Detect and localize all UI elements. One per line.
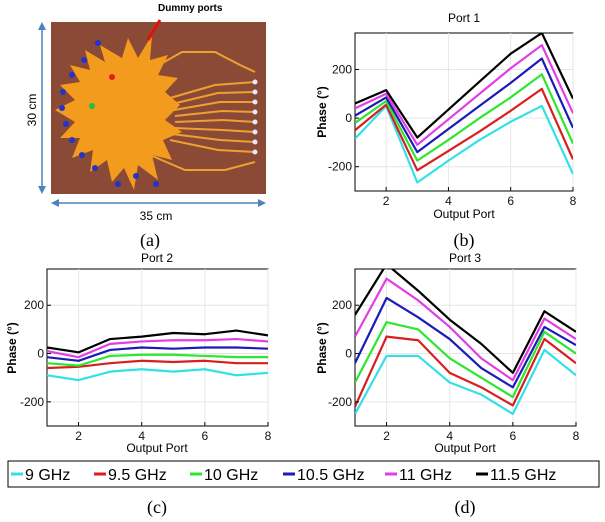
series-line-11-5-ghz bbox=[47, 329, 268, 354]
legend-box bbox=[7, 460, 600, 488]
caption-a: (a) bbox=[140, 230, 160, 251]
series-line-10-5-ghz bbox=[355, 57, 573, 154]
y-tick-label: 0 bbox=[345, 347, 352, 361]
width-label: 35 cm bbox=[140, 209, 173, 223]
y-tick-label: 0 bbox=[37, 347, 44, 361]
chart-d-plot-area bbox=[354, 268, 577, 427]
series-line-10-5-ghz bbox=[355, 296, 576, 389]
series-line-9-5-ghz bbox=[47, 359, 268, 370]
y-tick-label: -200 bbox=[328, 160, 352, 174]
chart-b-title: Port 1 bbox=[448, 11, 480, 25]
dummy-ports-label: Dummy ports bbox=[158, 3, 223, 14]
chart-c-title: Port 2 bbox=[141, 251, 173, 265]
width-arrow-right bbox=[258, 199, 266, 207]
chart-d-title: Port 3 bbox=[449, 251, 481, 265]
y-tick-label: -200 bbox=[328, 395, 352, 409]
feed-traces bbox=[149, 51, 256, 171]
chart-d-series bbox=[355, 269, 576, 416]
chart-b-xlabel: Output Port bbox=[433, 207, 495, 221]
x-tick-label: 8 bbox=[265, 429, 272, 443]
legend-label: 10.5 GHz bbox=[297, 467, 365, 484]
chart-c-xlabel: Output Port bbox=[126, 441, 188, 455]
y-tick-label: 0 bbox=[345, 111, 352, 125]
series-line-10-ghz bbox=[47, 353, 268, 367]
chart-d-ticks: 2 4 6 8 -200 0 200 bbox=[328, 298, 580, 443]
series-line-9-5-ghz bbox=[355, 335, 576, 408]
width-arrow-left bbox=[51, 199, 59, 207]
x-tick-label: 2 bbox=[383, 429, 390, 443]
series-line-11-ghz bbox=[355, 44, 573, 146]
x-tick-label: 6 bbox=[507, 194, 514, 208]
x-tick-label: 2 bbox=[383, 194, 390, 208]
chart-c-ticks: 2 4 6 8 -200 0 200 bbox=[20, 298, 272, 443]
y-tick-label: -200 bbox=[20, 395, 44, 409]
series-line-10-ghz bbox=[355, 73, 573, 162]
series-line-11-ghz bbox=[47, 337, 268, 359]
legend-entry: 11 GHz bbox=[385, 467, 452, 484]
legend-label: 10 GHz bbox=[204, 467, 258, 484]
x-tick-label: 4 bbox=[138, 429, 145, 443]
chart-port-1: Port 1 2 4 6 8 -200 0 200 Output Port Phase (°… bbox=[315, 11, 577, 221]
legend-entry: 9 GHz bbox=[11, 467, 70, 484]
height-label: 30 cm bbox=[25, 94, 39, 127]
y-tick-label: 200 bbox=[332, 62, 352, 76]
caption-d: (d) bbox=[455, 497, 476, 518]
series-line-9-ghz bbox=[355, 348, 576, 416]
dummy-ports-arrow bbox=[146, 19, 162, 41]
series-line-10-ghz bbox=[355, 321, 576, 399]
antenna-photo: Dummy ports 30 cm 35 cm bbox=[25, 3, 266, 223]
legend: 9 GHz 9.5 GHz 10 GHz 10.5 GHz 11 GHz 11.5 GHz bbox=[7, 460, 600, 488]
chart-b-ylabel: Phase (°) bbox=[315, 86, 329, 137]
star-antenna bbox=[55, 35, 182, 190]
x-tick-label: 6 bbox=[202, 429, 209, 443]
legend-label: 11.5 GHz bbox=[490, 467, 556, 484]
caption-b: (b) bbox=[454, 230, 475, 251]
series-line-10-5-ghz bbox=[47, 346, 268, 362]
chart-c-series bbox=[47, 329, 268, 382]
legend-entry: 10.5 GHz bbox=[283, 467, 365, 484]
legend-label: 9 GHz bbox=[25, 467, 70, 484]
series-line-11-5-ghz bbox=[355, 269, 576, 374]
series-line-11-ghz bbox=[355, 277, 576, 382]
legend-entries: 9 GHz 9.5 GHz 10 GHz 10.5 GHz 11 GHz 11.5 GHz bbox=[11, 467, 556, 484]
legend-entry: 10 GHz bbox=[190, 467, 258, 484]
chart-port-3: Port 3 2 4 6 8 -200 0 200 Output Port Phase (°… bbox=[315, 251, 580, 455]
caption-c: (c) bbox=[147, 497, 167, 518]
legend-label: 9.5 GHz bbox=[108, 467, 167, 484]
y-tick-label: 200 bbox=[332, 298, 352, 312]
chart-d-xlabel: Output Port bbox=[434, 441, 496, 455]
chart-port-2: Port 2 2 4 6 8 -200 0 200 Output Port Phase (°… bbox=[5, 251, 272, 455]
y-tick-label: 200 bbox=[24, 298, 44, 312]
x-tick-label: 4 bbox=[446, 429, 453, 443]
port-connectors bbox=[59, 40, 258, 187]
chart-b-series bbox=[355, 33, 573, 184]
series-line-9-5-ghz bbox=[355, 87, 573, 172]
series-line-9-ghz bbox=[355, 104, 573, 184]
legend-label: 11 GHz bbox=[399, 467, 452, 484]
x-tick-label: 4 bbox=[445, 194, 452, 208]
x-tick-label: 8 bbox=[573, 429, 580, 443]
x-tick-label: 2 bbox=[75, 429, 82, 443]
x-tick-label: 6 bbox=[510, 429, 517, 443]
height-arrow-bottom bbox=[38, 186, 46, 194]
series-line-11-5-ghz bbox=[355, 33, 573, 139]
legend-entry: 11.5 GHz bbox=[476, 467, 556, 484]
series-line-9-ghz bbox=[47, 368, 268, 382]
legend-entry: 9.5 GHz bbox=[94, 467, 167, 484]
chart-d-ylabel: Phase (°) bbox=[315, 322, 329, 373]
x-tick-label: 8 bbox=[570, 194, 577, 208]
chart-b-ticks: 2 4 6 8 -200 0 200 bbox=[328, 62, 577, 208]
chart-c-ylabel: Phase (°) bbox=[5, 322, 19, 373]
height-arrow-top bbox=[38, 22, 46, 30]
